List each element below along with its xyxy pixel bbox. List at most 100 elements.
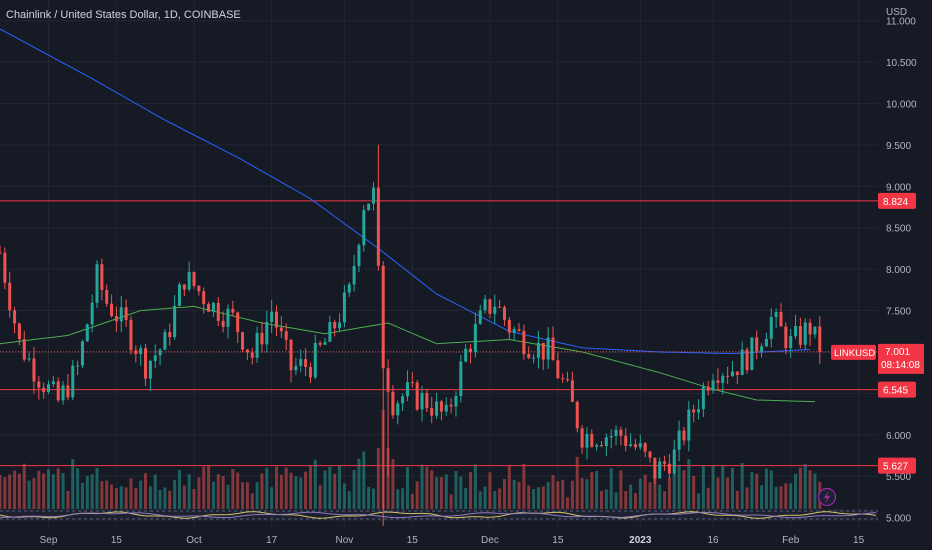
candle-body — [80, 341, 84, 366]
volume-bar — [536, 487, 540, 510]
candle-body — [37, 381, 41, 388]
volume-bar — [672, 474, 676, 510]
candle-body — [478, 310, 482, 324]
lightning-icon[interactable] — [817, 487, 837, 507]
volume-bar — [71, 459, 75, 510]
candle-body — [391, 391, 395, 416]
candle-body — [813, 326, 817, 335]
volume-bar — [347, 491, 351, 510]
volume-bar — [27, 480, 31, 510]
volume-bar — [721, 465, 725, 510]
volume-bar — [784, 483, 788, 510]
candle-body — [687, 409, 691, 441]
candle-body — [357, 245, 361, 267]
candle-body — [318, 342, 322, 345]
candle-body — [585, 433, 589, 448]
candle-body — [367, 203, 371, 211]
volume-bar — [779, 486, 783, 510]
candle-body — [502, 307, 506, 320]
volume-bar — [755, 473, 759, 510]
candle-body — [139, 348, 143, 354]
volume-bar — [236, 472, 240, 510]
volume-bar — [202, 466, 206, 510]
volume-bar — [726, 477, 730, 510]
last-price-box — [878, 343, 924, 374]
price-tick-label: 8.500 — [886, 224, 911, 235]
candle-body — [672, 449, 676, 474]
volume-bar — [0, 475, 2, 510]
volume-bar — [493, 490, 497, 510]
volume-bar — [570, 480, 574, 510]
candle-body — [735, 371, 739, 375]
candle-body — [439, 401, 443, 412]
candle-body — [284, 331, 288, 340]
volume-bar — [396, 489, 400, 510]
candle-body — [27, 358, 31, 360]
candle-body — [241, 332, 245, 350]
oscillator-line-purple — [0, 511, 877, 519]
volume-bar — [328, 466, 332, 510]
volume-bar — [507, 464, 511, 510]
symbol-title: Chainlink / United States Dollar, 1D, CO… — [6, 9, 241, 21]
level-badge — [878, 192, 916, 209]
candle-body — [168, 332, 172, 338]
candle-body — [51, 381, 55, 385]
candle-body — [629, 444, 633, 446]
volume-bar — [483, 486, 487, 510]
candle-body — [794, 325, 798, 337]
candle-body — [609, 435, 613, 438]
volume-bar — [599, 491, 604, 510]
volume-bar — [551, 475, 555, 510]
time-tick-label: Dec — [481, 535, 499, 546]
level-badge-label: 5.627 — [883, 462, 908, 473]
volume-bar — [556, 481, 560, 510]
volume-bar — [789, 483, 793, 510]
volume-bar — [711, 465, 715, 510]
volume-bar — [318, 485, 322, 510]
volume-bar — [226, 484, 230, 510]
currency-label: USD — [886, 7, 907, 18]
volume-bar — [473, 464, 477, 510]
candle-body — [716, 380, 720, 383]
volume-bar — [405, 467, 409, 510]
volume-bar — [464, 487, 468, 510]
volume-bar — [207, 465, 211, 510]
candle-body — [730, 371, 734, 377]
volume-bar — [187, 474, 191, 510]
volume-bar — [798, 467, 802, 510]
candle-body — [17, 323, 21, 340]
volume-bar — [129, 478, 133, 510]
volume-bar — [658, 484, 662, 510]
candle-body — [410, 382, 414, 384]
volume-bar — [478, 491, 482, 510]
symbol-badge[interactable] — [831, 344, 876, 360]
volume-bar — [119, 486, 123, 510]
candle-body — [197, 285, 201, 292]
candle-body — [488, 299, 492, 314]
candle-body — [187, 271, 191, 290]
candle-body — [464, 348, 468, 362]
candle-body — [134, 350, 138, 354]
price-tick-label: 8.000 — [886, 265, 911, 276]
candle-body — [536, 342, 540, 358]
volume-bar — [517, 481, 521, 510]
volume-bar — [653, 460, 657, 510]
volume-bar — [735, 490, 739, 510]
candle-body — [551, 337, 555, 361]
candle-body — [119, 307, 123, 322]
volume-bar — [512, 479, 516, 510]
candle-body — [47, 384, 51, 393]
volume-bar — [614, 492, 618, 510]
candle-body — [760, 346, 764, 352]
volume-bar — [624, 491, 628, 510]
candle-body — [381, 265, 385, 369]
time-tick-label: 15 — [552, 535, 564, 546]
candle-body — [3, 252, 7, 283]
volume-bar — [323, 470, 327, 510]
candle-body — [818, 326, 822, 352]
candle-body — [396, 403, 400, 416]
time-tick-label: 2023 — [629, 535, 652, 546]
candle-body — [764, 338, 768, 347]
